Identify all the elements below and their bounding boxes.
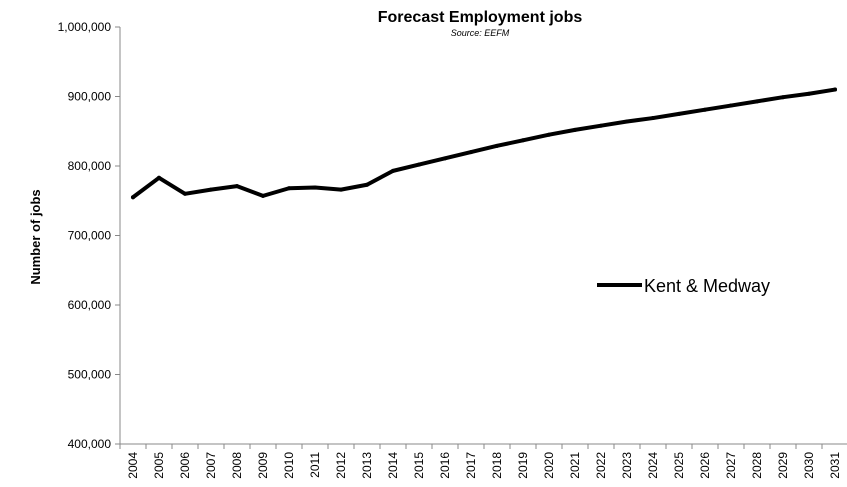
x-tick-label: 2024 [646,452,660,479]
x-tick-label: 2011 [308,452,322,478]
data-point [521,138,525,143]
x-tick-label: 2006 [178,452,192,479]
y-tick-label: 500,000 [68,368,112,382]
x-tick-label: 2029 [776,452,790,479]
y-tick-label: 900,000 [68,90,112,104]
data-point [495,143,499,148]
x-tick-label: 2007 [204,452,218,479]
data-point [755,99,759,104]
data-point [703,107,707,112]
x-axis-ticks: 2004 2005 2006 2007 2008 2009 2010 2011 2012 2013… [119,444,842,479]
data-point [365,182,369,187]
x-tick-label: 2023 [620,452,634,479]
data-point [443,156,447,161]
x-tick-label: 2009 [256,452,270,479]
series-layer [131,87,837,200]
data-point [391,168,395,173]
x-tick-label: 2015 [412,452,426,479]
data-point [469,150,473,155]
data-point [807,91,811,96]
x-tick-label: 2012 [334,452,348,479]
x-tick-label: 2020 [542,452,556,479]
data-point [729,103,733,108]
x-tick-label: 2017 [464,452,478,479]
x-tick-label: 2022 [594,452,608,479]
data-point [625,119,629,124]
y-tick-label: 700,000 [68,229,112,243]
data-point [599,123,603,128]
data-point [131,195,135,200]
data-point [235,184,239,189]
series-line-0 [131,87,837,200]
x-tick-label: 2016 [438,452,452,479]
x-tick-label: 2018 [490,452,504,479]
y-tick-label: 1,000,000 [58,20,112,34]
x-tick-label: 2021 [568,452,582,479]
x-tick-label: 2004 [126,452,140,479]
x-tick-label: 2014 [386,452,400,479]
data-point [313,185,317,190]
x-tick-label: 2013 [360,452,374,479]
x-tick-label: 2031 [828,452,842,479]
x-tick-label: 2019 [516,452,530,479]
x-tick-label: 2005 [152,452,166,479]
data-point [547,132,551,137]
y-tick-label: 600,000 [68,298,112,312]
y-tick-label: 400,000 [68,437,112,451]
x-tick-label: 2026 [698,452,712,479]
data-point [417,162,421,167]
data-point [209,187,213,192]
data-point [261,193,265,198]
y-tick-label: 800,000 [68,159,112,173]
chart-title: Forecast Employment jobs [378,9,583,26]
y-axis-label: Number of jobs [28,189,43,284]
data-point [287,186,291,191]
chart-subtitle: Source: EEFM [451,28,510,38]
data-point [677,111,681,116]
x-tick-label: 2030 [802,452,816,479]
data-point [781,95,785,100]
data-point [651,116,655,121]
x-tick-label: 2008 [230,452,244,479]
legend-label: Kent & Medway [644,276,770,296]
data-point [157,175,161,180]
data-point [339,187,343,192]
x-tick-label: 2025 [672,452,686,479]
data-point [183,191,187,196]
data-point [833,87,837,92]
y-axis-ticks: 400,000 500,000 600,000 700,000 800,000 900,0… [58,20,120,451]
x-tick-label: 2027 [724,452,738,479]
legend: Kent & Medway [597,276,770,296]
x-tick-label: 2010 [282,452,296,479]
data-point [573,127,577,132]
x-tick-label: 2028 [750,452,764,479]
